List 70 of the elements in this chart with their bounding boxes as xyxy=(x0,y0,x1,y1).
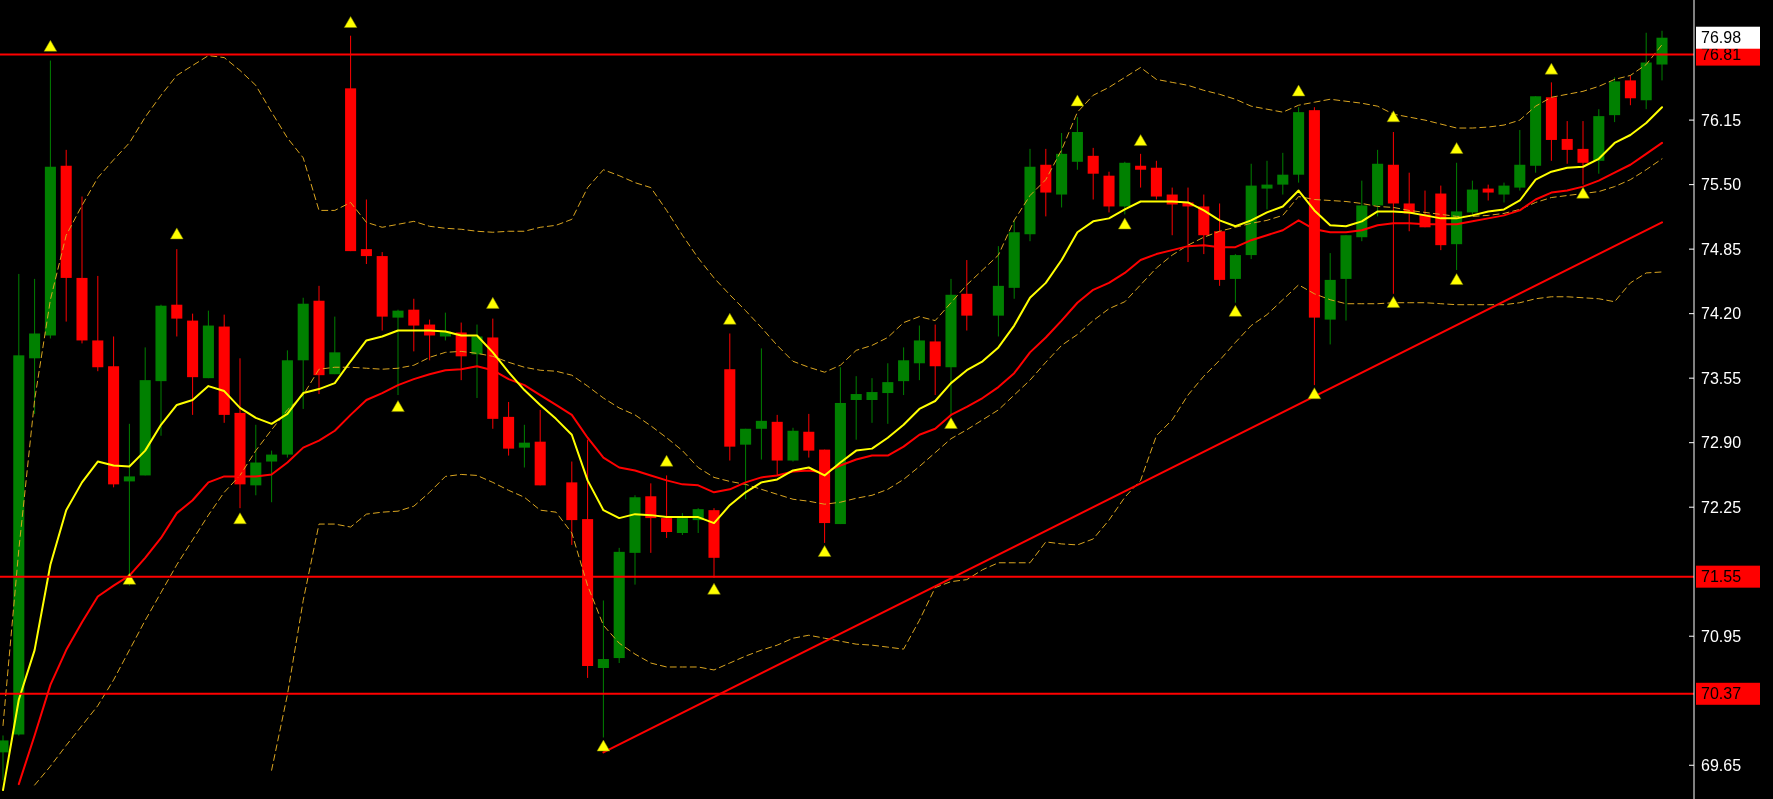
y-tick-label: 73.55 xyxy=(1701,369,1742,387)
point xyxy=(1307,387,1322,399)
candlestick xyxy=(755,347,767,461)
ref-line-label: 70.37 xyxy=(1701,685,1742,703)
candlestick xyxy=(471,324,483,399)
candlestick xyxy=(1466,180,1478,215)
candlestick xyxy=(171,248,183,337)
candlestick xyxy=(661,474,673,539)
point xyxy=(1576,186,1590,199)
y-tick-label: 72.25 xyxy=(1701,498,1742,516)
candlestick xyxy=(898,346,910,396)
point xyxy=(659,454,674,467)
candlestick xyxy=(645,482,657,554)
y-tick-label: 75.50 xyxy=(1701,176,1742,194)
point xyxy=(723,313,737,325)
candlestick xyxy=(676,512,688,536)
point xyxy=(1070,94,1085,107)
candlestick xyxy=(1498,182,1510,203)
candlestick xyxy=(329,316,341,375)
text: 76.98 xyxy=(1701,29,1742,47)
line-series xyxy=(271,271,1663,771)
candlestick xyxy=(740,428,752,500)
candlestick xyxy=(360,199,372,265)
point xyxy=(43,40,58,52)
y-tick-label: 69.65 xyxy=(1701,756,1742,774)
candlestick xyxy=(961,259,973,332)
point xyxy=(1133,134,1148,146)
point xyxy=(343,16,358,28)
point xyxy=(233,512,247,525)
candlestick xyxy=(913,325,925,381)
point xyxy=(486,297,500,309)
candlestick xyxy=(1514,129,1526,192)
candlestick xyxy=(866,377,878,424)
point xyxy=(391,400,405,412)
candlestick xyxy=(1624,74,1636,106)
candlestick xyxy=(518,424,530,468)
y-tick-label: 72.90 xyxy=(1701,434,1742,452)
candlestick xyxy=(1087,147,1099,200)
candlestick xyxy=(123,423,135,587)
y-tick-label: 70.95 xyxy=(1701,627,1742,645)
point xyxy=(596,739,611,752)
point xyxy=(1228,305,1243,317)
point xyxy=(170,227,184,240)
candlestick xyxy=(392,309,404,396)
candlestick xyxy=(1135,153,1147,189)
point xyxy=(1118,217,1132,230)
point xyxy=(707,582,721,595)
point xyxy=(944,417,958,429)
candlestick xyxy=(850,375,862,441)
point xyxy=(1449,273,1464,285)
candlestick xyxy=(408,298,420,352)
point xyxy=(1544,62,1559,75)
y-tick-label: 74.20 xyxy=(1701,305,1742,323)
candlestick xyxy=(1229,253,1241,304)
ref-line-label: 71.55 xyxy=(1701,568,1742,586)
candlestick xyxy=(1277,152,1289,196)
point xyxy=(1386,296,1401,308)
candlestick xyxy=(882,362,894,425)
candlestick xyxy=(803,413,815,459)
point xyxy=(1449,142,1464,154)
point xyxy=(1386,110,1401,123)
point xyxy=(817,545,832,557)
ref-line-label: 76.81 xyxy=(1701,46,1742,64)
candlestick xyxy=(266,450,278,503)
candlestick xyxy=(1561,120,1573,165)
point xyxy=(1291,84,1306,97)
y-tick-label: 76.15 xyxy=(1701,111,1742,129)
candlestick xyxy=(597,599,609,738)
y-tick-label: 74.85 xyxy=(1701,240,1742,258)
candlestick xyxy=(1261,160,1273,210)
